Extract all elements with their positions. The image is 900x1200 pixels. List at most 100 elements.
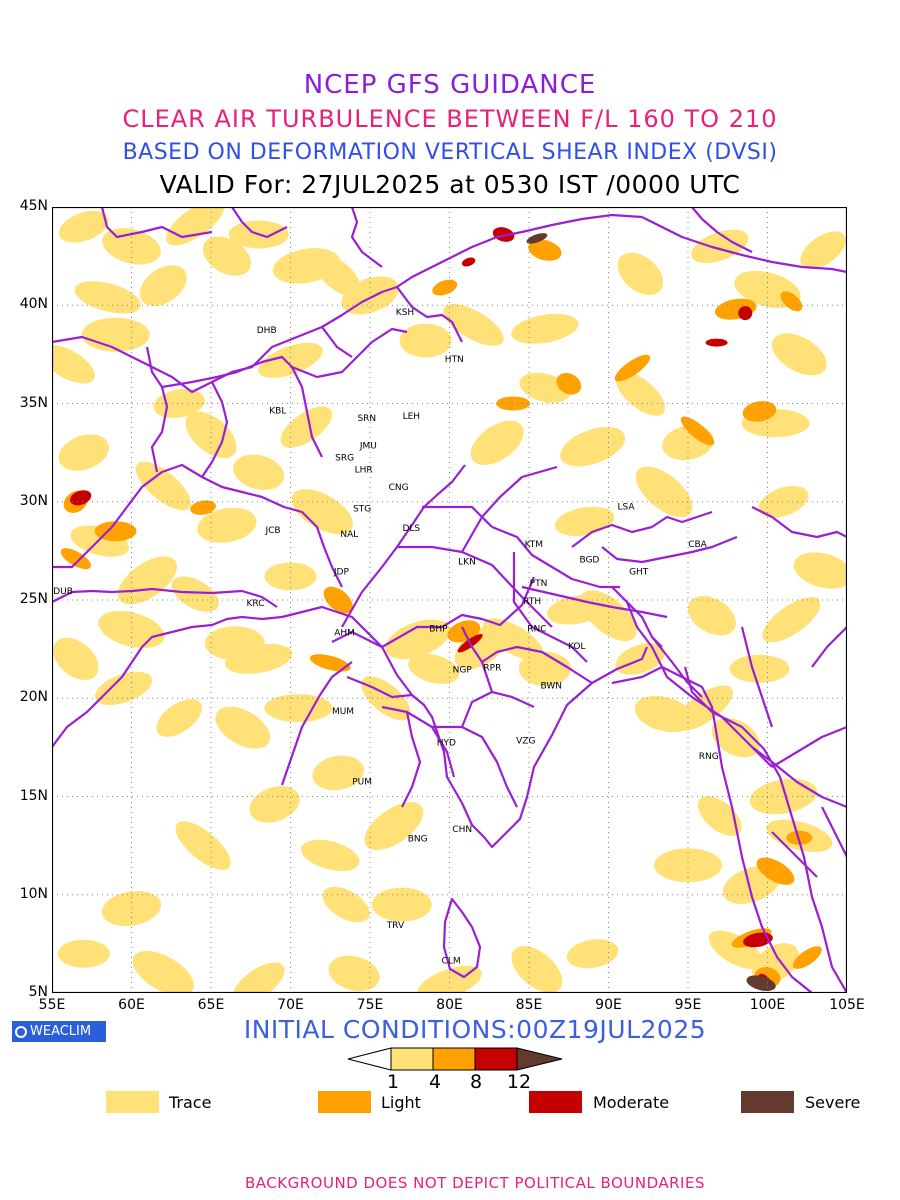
colorbar-tick-1: 1: [386, 1071, 400, 1093]
colorbar-trace: [390, 1047, 434, 1071]
station-label: MUM: [332, 707, 354, 717]
trace-turbulence-area: [258, 342, 323, 378]
station-label: BHP: [429, 624, 448, 634]
trace-turbulence-area: [58, 434, 109, 471]
trace-turbulence-area: [57, 939, 110, 968]
station-label: JMU: [359, 442, 377, 452]
boundary-india: [331, 630, 649, 849]
trace-turbulence-area: [371, 887, 432, 922]
station-label: NAL: [340, 530, 358, 540]
trace-turbulence-area: [135, 461, 191, 511]
initial-conditions: INITIAL CONDITIONS:00Z19JUL2025: [243, 1015, 707, 1044]
moderate-turbulence-area: [492, 227, 515, 242]
colorbar-tick-12: 12: [506, 1071, 532, 1093]
colorbar-moderate: [474, 1047, 518, 1071]
trace-turbulence-area: [197, 507, 257, 543]
trace-turbulence-area: [52, 344, 95, 384]
trace-turbulence-area: [94, 671, 153, 706]
trace-turbulence-area: [691, 229, 749, 263]
station-label: BGD: [579, 556, 599, 566]
station-label: RPR: [483, 664, 501, 674]
trace-turbulence-area: [81, 317, 150, 352]
trace-turbulence-area: [511, 946, 563, 993]
trace-turbulence-area: [156, 699, 202, 737]
station-label: HTN: [445, 355, 464, 365]
lon-tick-label: 95E: [674, 997, 702, 1013]
trace-turbulence-area: [674, 685, 733, 731]
lon-tick-label: 55E: [38, 997, 66, 1013]
station-label: RNC: [527, 624, 546, 634]
legend-swatch-moderate: [529, 1091, 582, 1113]
station-label: DHB: [257, 326, 277, 336]
light-turbulence-area: [556, 372, 582, 395]
legend-swatch-severe: [741, 1091, 794, 1113]
station-label: CNG: [389, 483, 409, 493]
lat-tick-label: 25N: [19, 591, 48, 607]
station-label: CBA: [688, 540, 707, 550]
station-label: LSA: [617, 503, 635, 513]
boundary-sri-lanka: [442, 897, 482, 979]
trace-turbulence-area: [58, 210, 109, 243]
trace-turbulence-area: [749, 778, 818, 815]
station-label: BNG: [408, 835, 428, 845]
station-label: NGP: [453, 666, 473, 676]
lat-tick-label: 15N: [19, 787, 48, 804]
trace-turbulence-area: [215, 706, 271, 749]
trace-turbulence-area: [697, 796, 742, 836]
trace-turbulence-area: [175, 821, 231, 870]
trace-turbulence-area: [758, 485, 809, 518]
trace-turbulence-area: [364, 802, 424, 850]
colorbar-tick-8: 8: [469, 1071, 483, 1093]
trace-turbulence-area: [566, 939, 619, 969]
moderate-turbulence-area: [705, 338, 728, 347]
lat-tick-label: 5N: [28, 984, 48, 1000]
station-label: AHM: [334, 628, 355, 638]
lon-tick-label: 105E: [829, 997, 865, 1013]
trace-turbulence-area: [280, 406, 333, 448]
trace-turbulence-area: [264, 562, 317, 591]
trace-turbulence-area: [560, 426, 626, 467]
light-turbulence-area: [614, 354, 651, 382]
trace-turbulence-area: [98, 610, 165, 649]
severe-turbulence-area: [746, 975, 776, 991]
trace-turbulence-area: [687, 596, 736, 636]
moderate-turbulence-area: [738, 306, 753, 321]
lon-tick-label: 70E: [277, 997, 304, 1013]
station-label: TRV: [386, 921, 405, 931]
station-label: LKN: [458, 558, 476, 568]
lat-tick-label: 20N: [19, 689, 48, 706]
trace-turbulence-area: [202, 236, 251, 276]
light-turbulence-area: [792, 946, 822, 969]
chart-title: NCEP GFS GUIDANCE: [303, 70, 597, 100]
station-label: STG: [353, 505, 371, 515]
trace-turbulence-area: [793, 552, 847, 589]
trace-turbulence-area: [322, 886, 370, 923]
colorbar-tick-4: 4: [428, 1071, 442, 1093]
light-turbulence-area: [60, 548, 91, 570]
trace-turbulence-area: [511, 313, 579, 344]
chart-subtitle: CLEAR AIR TURBULENCE BETWEEN F/L 160 TO …: [122, 105, 778, 133]
trace-turbulence-area: [232, 962, 285, 993]
light-turbulence-area: [190, 500, 216, 515]
station-label: KTM: [525, 540, 543, 550]
trace-turbulence-area: [117, 556, 177, 605]
lat-tick-label: 45N: [19, 198, 48, 214]
light-turbulence-area: [742, 401, 777, 422]
station-label: VZG: [516, 736, 535, 746]
legend-swatch-light: [318, 1091, 371, 1113]
station-label: GHT: [629, 568, 649, 578]
trace-turbulence-area: [225, 643, 293, 674]
light-turbulence-area: [780, 291, 803, 312]
trace-turbulence-area: [171, 576, 219, 612]
trace-turbulence-area: [385, 619, 451, 660]
lon-tick-label: 75E: [356, 997, 384, 1013]
lon-tick-label: 65E: [197, 997, 225, 1013]
light-turbulence-area: [432, 279, 458, 296]
trace-turbulence-area: [711, 717, 760, 758]
trace-turbulence-area: [729, 654, 790, 683]
lon-tick-label: 85E: [515, 997, 543, 1013]
colorbar: [347, 1047, 563, 1071]
trace-turbulence-area: [53, 637, 99, 681]
trace-turbulence-area: [249, 786, 300, 823]
